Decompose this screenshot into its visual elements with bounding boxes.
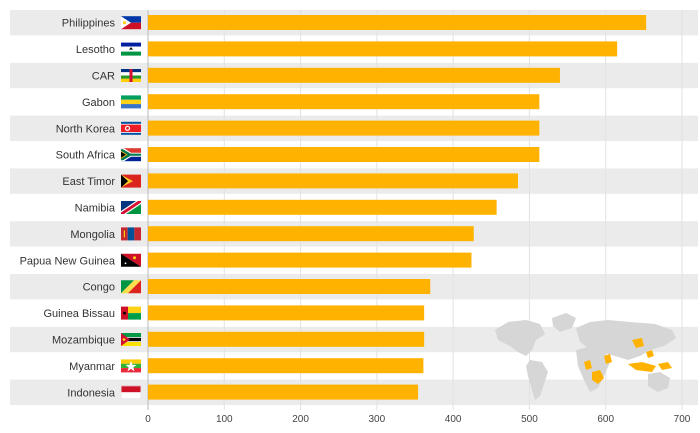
gabon-flag-icon	[121, 95, 141, 109]
bar	[148, 120, 540, 136]
bar	[148, 252, 472, 268]
east-timor-flag-icon	[121, 174, 141, 188]
congo-flag-icon	[121, 280, 141, 294]
category-labels: Philippines Lesotho CAR Gabon North Korea Sou…	[20, 18, 116, 400]
bar	[148, 94, 540, 110]
x-tick-label: 100	[216, 414, 233, 425]
category-label: Mozambique	[52, 335, 115, 347]
bar	[148, 67, 560, 83]
category-label: Congo	[83, 282, 115, 294]
south-africa-flag-icon	[121, 148, 141, 162]
bar	[148, 147, 540, 162]
namibia-flag-icon	[121, 201, 141, 214]
bar	[148, 305, 425, 321]
category-label: Indonesia	[67, 387, 116, 399]
guinea-bissau-flag-icon	[121, 306, 141, 320]
category-label: CAR	[92, 71, 115, 83]
category-label: Guinea Bissau	[43, 308, 115, 320]
north-korea-flag-icon	[121, 121, 141, 135]
lesotho-flag-icon	[121, 42, 141, 56]
philippines-flag-icon	[121, 16, 141, 30]
category-label: Philippines	[62, 18, 116, 30]
bar	[148, 358, 424, 374]
flag-icons	[121, 16, 141, 399]
category-label: Namibia	[75, 203, 116, 215]
bar	[148, 41, 618, 57]
x-tick-label: 300	[369, 414, 386, 425]
bar	[148, 279, 431, 294]
category-label: South Africa	[56, 150, 116, 162]
x-tick-label: 700	[674, 414, 691, 425]
category-label: Gabon	[82, 97, 115, 109]
x-tick-label: 200	[292, 414, 309, 425]
bar	[148, 199, 497, 215]
papua-new-guinea-flag-icon	[121, 253, 141, 267]
bar	[148, 15, 647, 30]
car-flag-icon	[121, 69, 141, 82]
x-tick-label: 600	[597, 414, 614, 425]
bars	[148, 15, 647, 400]
bar	[148, 331, 425, 347]
indonesia-flag-icon	[121, 385, 141, 399]
x-tick-label: 0	[145, 414, 151, 425]
bar	[148, 384, 419, 400]
bar	[148, 173, 518, 189]
mozambique-flag-icon	[121, 333, 141, 346]
category-label: Papua New Guinea	[20, 255, 116, 267]
x-tick-label: 500	[521, 414, 538, 425]
category-label: East Timor	[62, 176, 115, 188]
category-label: Lesotho	[76, 44, 115, 56]
x-tick-label: 400	[445, 414, 462, 425]
myanmar-flag-icon	[121, 359, 141, 373]
category-label: Myanmar	[69, 361, 115, 373]
category-label: Mongolia	[70, 229, 116, 241]
x-axis-ticks: 0 100 200 300 400 500 600 700	[145, 414, 691, 425]
bar	[148, 226, 474, 242]
mongolia-flag-icon	[121, 227, 141, 241]
category-label: North Korea	[56, 123, 116, 135]
world-map-icon	[495, 313, 676, 400]
